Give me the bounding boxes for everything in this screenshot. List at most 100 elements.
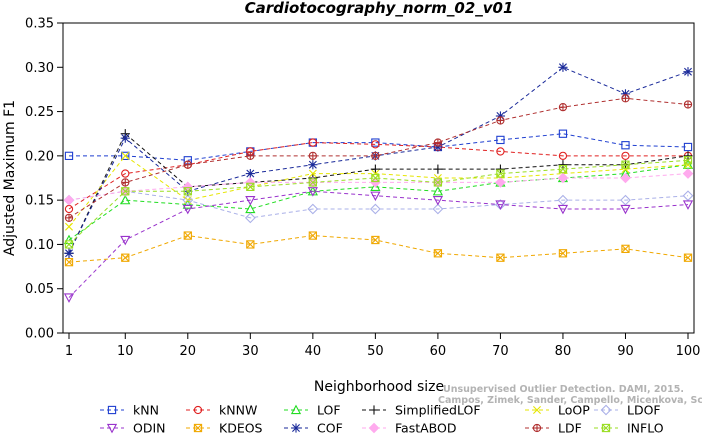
point-odin-shape — [495, 200, 506, 210]
legend-marker-inflo — [601, 423, 611, 433]
point-knn-shape — [496, 135, 505, 145]
point-knnw-shape — [621, 151, 630, 161]
legend-marker-lof — [290, 404, 302, 415]
point-fastabod-shape — [682, 168, 694, 179]
legend-item-kdeos: KDEOS — [186, 421, 263, 434]
point-kdeos — [496, 253, 505, 262]
point-knnw-shape — [558, 151, 568, 161]
point-knnw-shape — [496, 147, 505, 156]
point-ldf — [558, 102, 568, 112]
legend-label-fastabod: FastABOD — [395, 421, 457, 434]
series-line-inflo — [68, 159, 689, 245]
point-kdeos-shape — [558, 249, 568, 258]
point-cof — [558, 62, 568, 72]
x-tick-label: 100 — [676, 344, 701, 359]
point-kdeos-stroke — [65, 258, 73, 267]
point-kdeos — [121, 253, 130, 262]
point-inflo-stroke — [496, 169, 505, 178]
point-kdeos-shape — [433, 249, 443, 258]
point-lof-shape — [182, 199, 193, 209]
point-odin-shape — [432, 195, 444, 206]
y-axis-label: Adjusted Maximum F1 — [2, 100, 18, 256]
point-kdeos-shape — [621, 244, 630, 254]
legend-item-inflo: INFLO — [594, 421, 664, 434]
point-inflo — [246, 182, 255, 192]
legend-marker-loop — [533, 406, 541, 414]
point-odin-shape — [120, 235, 131, 246]
point-cof-stroke — [496, 112, 505, 120]
x-tick-label: 50 — [367, 344, 384, 359]
point-lof-shape — [120, 194, 131, 205]
point-ldf — [246, 151, 255, 161]
legend-label-inflo: INFLO — [627, 421, 664, 434]
point-ldof-shape — [620, 194, 631, 206]
series-odin — [63, 187, 694, 303]
point-kdeos — [371, 235, 380, 245]
point-inflo-stroke — [684, 156, 692, 165]
point-knnw — [121, 169, 130, 178]
point-odin-shape — [557, 204, 569, 215]
point-lof-shape — [432, 185, 444, 196]
point-knn-shape — [121, 151, 130, 161]
point-odin — [182, 204, 193, 215]
point-ldof-shape — [682, 190, 694, 202]
point-inflo-shape — [433, 178, 443, 187]
legend-item-loop: LoOP — [525, 403, 590, 418]
point-kdeos-shape — [371, 235, 380, 245]
point-odin — [432, 195, 444, 206]
point-knn-shape — [64, 151, 74, 161]
x-tick-label: 60 — [430, 344, 447, 359]
point-loop-stroke — [121, 151, 130, 160]
point-odin-shape — [245, 195, 256, 206]
x-tick-label: 1 — [65, 344, 73, 359]
point-kdeos-shape — [308, 231, 317, 240]
point-kdeos-stroke — [371, 236, 380, 244]
point-cof-stroke — [621, 89, 630, 98]
point-cof-stroke — [121, 134, 130, 143]
point-cof — [245, 168, 255, 179]
point-kdeos-stroke — [246, 240, 255, 249]
series-line-ldf — [68, 97, 689, 219]
point-ldf — [621, 94, 630, 103]
point-cof-stroke — [684, 67, 692, 76]
point-ldof-shape — [244, 212, 256, 224]
series-cof — [64, 62, 693, 258]
point-kdeos — [246, 240, 255, 249]
point-inflo-stroke — [621, 160, 630, 169]
point-fastabod — [682, 168, 694, 179]
legend-item-knn: kNN — [100, 403, 159, 418]
legend-marker-cof-stroke — [292, 424, 300, 432]
point-loop — [65, 222, 73, 231]
x-axis-label: Neighborhood size — [314, 379, 444, 395]
point-kdeos-shape — [64, 257, 74, 267]
legend-marker-odin-shape — [106, 423, 118, 434]
point-knn — [121, 151, 130, 161]
point-fastabod-shape — [495, 177, 506, 188]
point-cof — [683, 67, 693, 77]
point-simplifiedlof — [558, 160, 568, 170]
point-inflo — [183, 187, 192, 196]
point-ldf — [183, 160, 192, 169]
series-kdeos — [64, 231, 693, 267]
point-kdeos-stroke — [183, 231, 192, 240]
legend-label-knn: kNN — [133, 403, 159, 418]
point-simplifiedlof — [433, 164, 443, 174]
point-ldof — [682, 190, 694, 202]
point-ldf — [308, 151, 317, 161]
point-ldf — [121, 178, 130, 187]
point-kdeos — [683, 253, 693, 262]
point-loop-stroke — [308, 169, 317, 178]
legend-label-ldof: LDOF — [627, 403, 661, 418]
point-lof — [182, 199, 193, 209]
point-inflo — [683, 156, 693, 165]
point-fastabod — [620, 172, 631, 184]
point-inflo-stroke — [246, 182, 255, 191]
point-ldof — [369, 203, 381, 215]
point-inflo — [621, 160, 630, 169]
point-ldf — [433, 138, 443, 147]
point-ldf — [496, 116, 505, 125]
legend-marker-cof — [291, 423, 301, 433]
point-odin — [120, 235, 131, 246]
point-knn-shape — [621, 141, 630, 150]
legend-label-odin: ODIN — [133, 421, 166, 434]
